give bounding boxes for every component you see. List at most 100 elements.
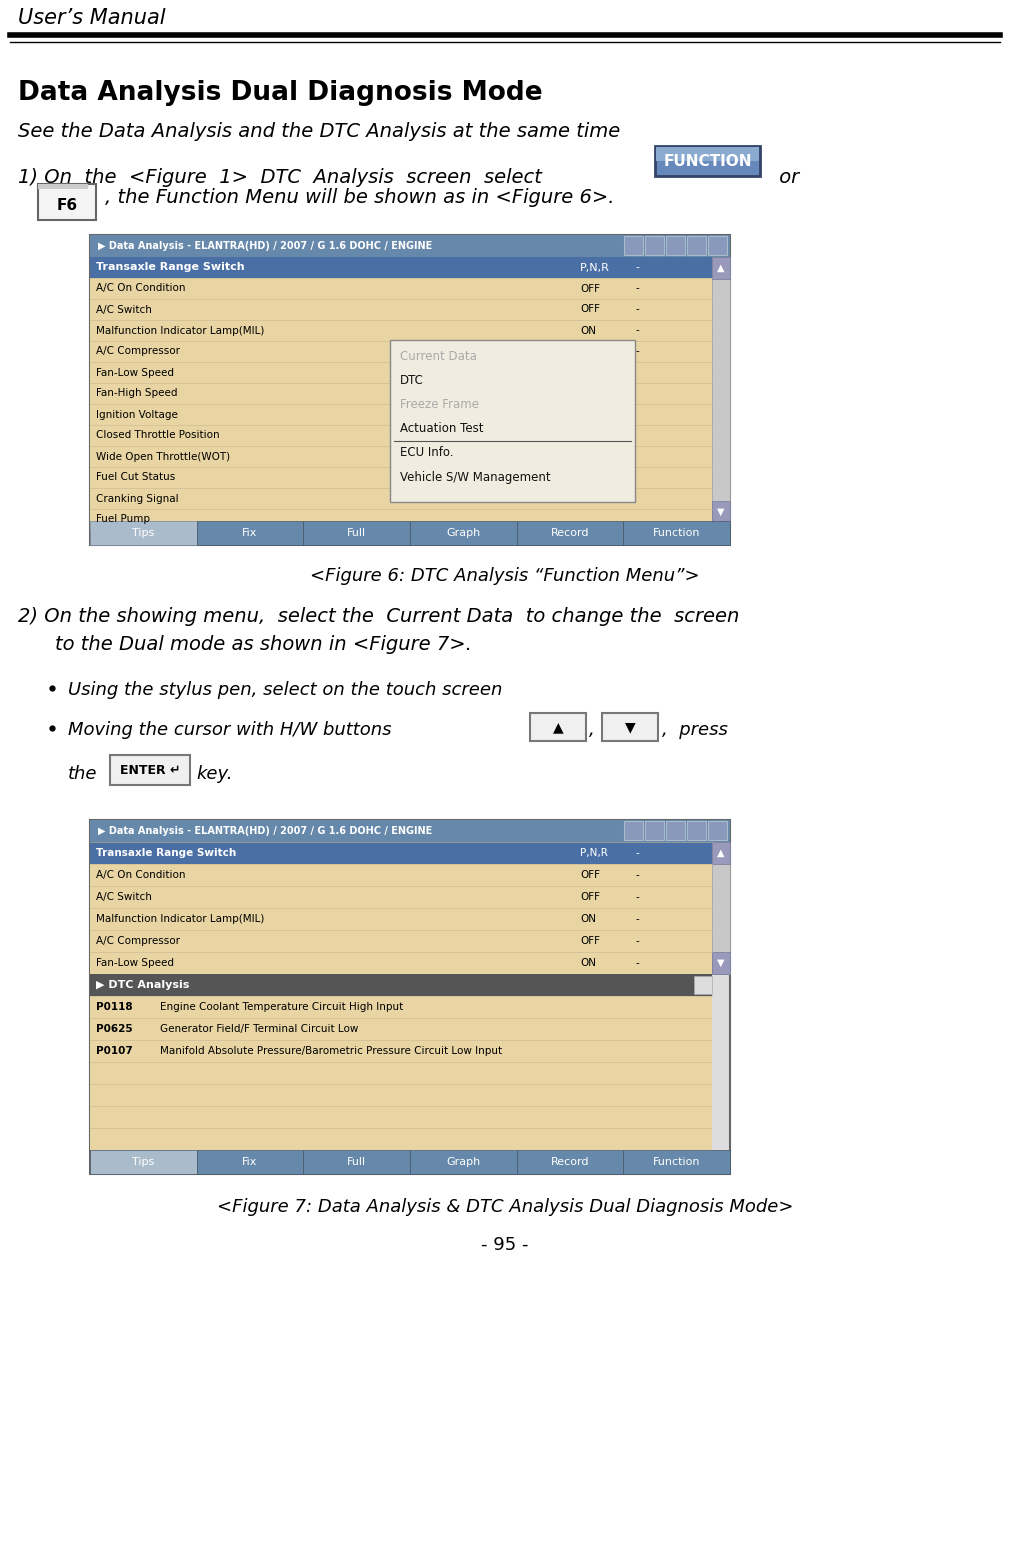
Text: Engine Coolant Temperature Circuit High Input: Engine Coolant Temperature Circuit High …: [160, 1002, 403, 1013]
Text: Current Data: Current Data: [400, 351, 477, 363]
Text: Function: Function: [652, 1156, 700, 1167]
Bar: [624, 237, 643, 255]
Bar: [90, 298, 712, 320]
Text: Generator Field/F Terminal Circuit Low: Generator Field/F Terminal Circuit Low: [160, 1023, 359, 1034]
Text: Fuel Cut Status: Fuel Cut Status: [96, 473, 176, 482]
Text: OFF: OFF: [580, 346, 600, 357]
Text: ▲: ▲: [717, 263, 725, 274]
Text: to the Dual mode as shown in <Figure 7>.: to the Dual mode as shown in <Figure 7>.: [55, 635, 472, 654]
Text: ,  press: , press: [662, 720, 728, 739]
Bar: [90, 908, 712, 931]
Text: A/C On Condition: A/C On Condition: [96, 283, 186, 294]
Text: Wide Open Throttle(WOT): Wide Open Throttle(WOT): [96, 451, 230, 462]
Text: P0107: P0107: [96, 1047, 132, 1056]
Text: ▶ Data Analysis - ELANTRA(HD) / 2007 / G 1.6 DOHC / ENGINE: ▶ Data Analysis - ELANTRA(HD) / 2007 / G…: [98, 826, 432, 836]
Bar: [90, 235, 730, 546]
Bar: [90, 1150, 197, 1173]
Text: ON: ON: [580, 914, 596, 925]
Bar: [90, 257, 712, 278]
Text: ▼: ▼: [717, 959, 725, 968]
Text: ▶ DTC Analysis: ▶ DTC Analysis: [96, 980, 190, 989]
Text: Tips: Tips: [132, 1156, 155, 1167]
Bar: [694, 976, 712, 994]
Text: -: -: [635, 892, 638, 901]
Bar: [90, 1105, 712, 1129]
Text: OFF: OFF: [580, 305, 600, 314]
Text: Closed Throttle Position: Closed Throttle Position: [96, 430, 219, 441]
Bar: [90, 235, 730, 257]
Text: Manifold Absolute Pressure/Barometric Pressure Circuit Low Input: Manifold Absolute Pressure/Barometric Pr…: [160, 1047, 502, 1056]
Text: A/C On Condition: A/C On Condition: [96, 870, 186, 880]
Bar: [712, 843, 730, 864]
Bar: [90, 819, 730, 843]
Text: ,: ,: [589, 720, 595, 739]
Bar: [712, 952, 730, 974]
Bar: [666, 821, 685, 839]
Bar: [712, 843, 730, 974]
Text: Graph: Graph: [446, 529, 481, 538]
Text: Freeze Frame: Freeze Frame: [400, 399, 479, 411]
Text: Cranking Signal: Cranking Signal: [96, 493, 179, 504]
Bar: [655, 145, 760, 176]
Bar: [666, 237, 685, 255]
Text: -: -: [635, 914, 638, 925]
Text: Fan-High Speed: Fan-High Speed: [96, 388, 178, 399]
Bar: [90, 886, 712, 908]
Bar: [38, 184, 96, 220]
Text: DTC: DTC: [400, 374, 424, 388]
Bar: [90, 509, 712, 530]
Text: ON: ON: [580, 959, 596, 968]
Text: -: -: [635, 959, 638, 968]
Text: -: -: [635, 263, 639, 272]
Bar: [687, 237, 706, 255]
Bar: [602, 713, 658, 741]
Text: P,N,R: P,N,R: [580, 263, 610, 272]
Bar: [708, 237, 727, 255]
Bar: [90, 521, 197, 546]
Bar: [656, 147, 759, 161]
Text: Fix: Fix: [242, 1156, 258, 1167]
Bar: [90, 342, 712, 362]
Text: OFF: OFF: [580, 870, 600, 880]
Text: A/C Compressor: A/C Compressor: [96, 346, 180, 357]
Text: Function: Function: [652, 529, 700, 538]
Bar: [712, 257, 730, 523]
Bar: [90, 974, 712, 996]
Bar: [517, 1150, 623, 1173]
Text: Tips: Tips: [132, 529, 155, 538]
Text: FUNCTION: FUNCTION: [664, 153, 751, 169]
Bar: [410, 1150, 517, 1173]
Bar: [90, 952, 712, 974]
Text: 1) On  the  <Figure  1>  DTC  Analysis  screen  select: 1) On the <Figure 1> DTC Analysis screen…: [18, 169, 542, 187]
Text: Full: Full: [347, 1156, 367, 1167]
Bar: [623, 521, 730, 546]
Text: Fan-Low Speed: Fan-Low Speed: [96, 368, 174, 377]
Bar: [90, 1040, 712, 1062]
Bar: [90, 467, 712, 489]
Text: -: -: [635, 346, 638, 357]
Text: Transaxle Range Switch: Transaxle Range Switch: [96, 849, 236, 858]
Text: Malfunction Indicator Lamp(MIL): Malfunction Indicator Lamp(MIL): [96, 914, 265, 925]
Bar: [110, 754, 190, 785]
Text: P,N,R: P,N,R: [580, 849, 608, 858]
Bar: [623, 1150, 730, 1173]
Bar: [90, 1062, 712, 1084]
Bar: [645, 821, 664, 839]
Text: Data Analysis Dual Diagnosis Mode: Data Analysis Dual Diagnosis Mode: [18, 80, 542, 107]
Bar: [90, 1017, 712, 1040]
Bar: [90, 425, 712, 445]
Bar: [197, 521, 303, 546]
Bar: [708, 821, 727, 839]
Text: P0625: P0625: [96, 1023, 132, 1034]
Bar: [90, 489, 712, 509]
Text: ▶ Data Analysis - ELANTRA(HD) / 2007 / G 1.6 DOHC / ENGINE: ▶ Data Analysis - ELANTRA(HD) / 2007 / G…: [98, 241, 432, 250]
Text: ▼: ▼: [717, 507, 725, 516]
Text: Fan-Low Speed: Fan-Low Speed: [96, 959, 174, 968]
Text: ▲: ▲: [552, 720, 564, 734]
Text: Vehicle S/W Management: Vehicle S/W Management: [400, 470, 550, 484]
Text: Record: Record: [550, 1156, 589, 1167]
Text: Malfunction Indicator Lamp(MIL): Malfunction Indicator Lamp(MIL): [96, 326, 265, 335]
Text: -: -: [635, 283, 638, 294]
Text: OFF: OFF: [580, 935, 600, 946]
Text: A/C Compressor: A/C Compressor: [96, 935, 180, 946]
